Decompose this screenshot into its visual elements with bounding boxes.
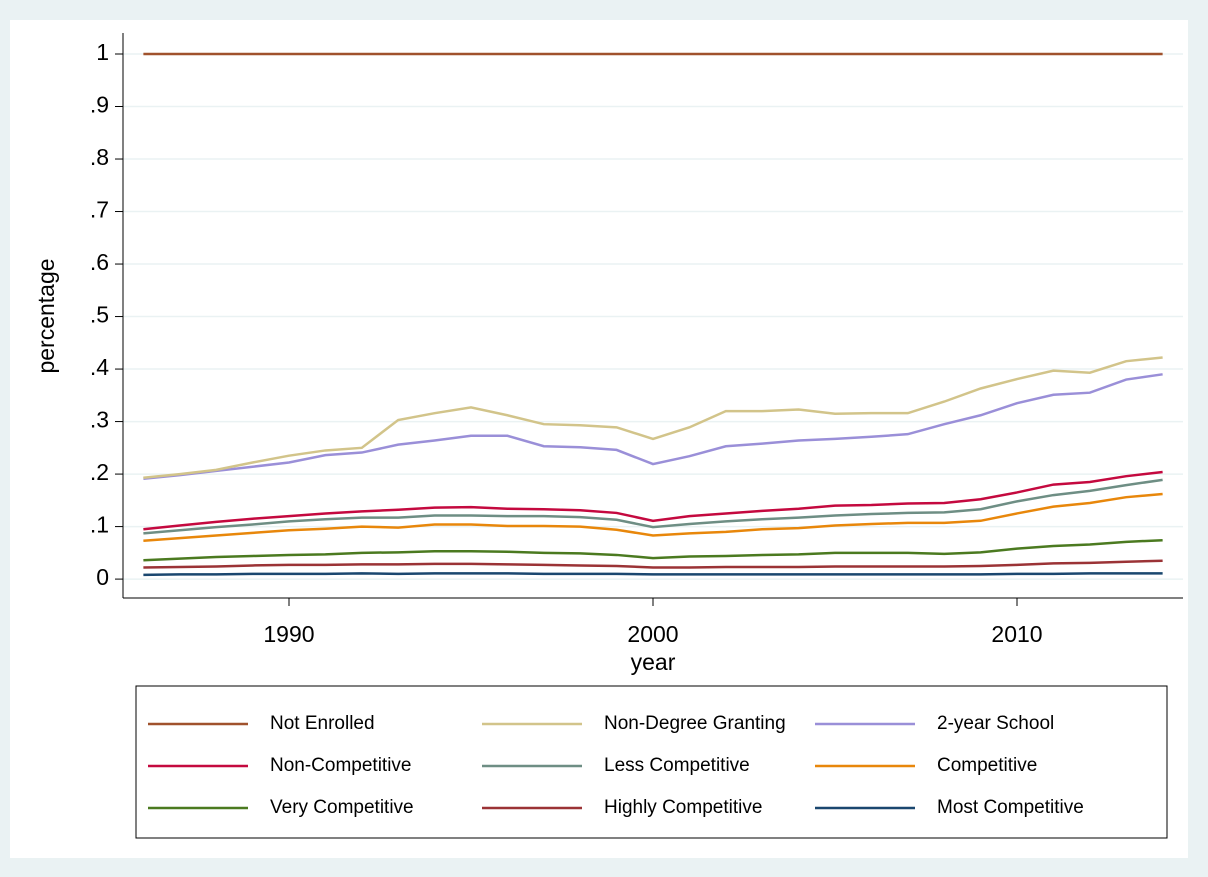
legend-box: [135, 685, 1168, 839]
legend-label: Most Competitive: [937, 797, 1084, 818]
y-tick-label: .7: [90, 197, 109, 223]
y-tick-label: 0: [96, 564, 109, 590]
line-series: [143, 356, 1163, 479]
line-series: [143, 572, 1163, 577]
x-tick-label: 2000: [627, 621, 678, 647]
legend-label: Not Enrolled: [270, 713, 375, 734]
x-axis-title: year: [631, 649, 676, 675]
y-axis-title: percentage: [33, 258, 59, 373]
line-series: [143, 559, 1163, 569]
line-series: [143, 373, 1163, 481]
legend-label: Less Competitive: [604, 755, 750, 776]
legend-label: Very Competitive: [270, 797, 414, 818]
y-tick-label: .3: [90, 407, 109, 433]
y-tick-label: .4: [90, 354, 109, 380]
x-tick-label: 2010: [991, 621, 1042, 647]
line-series: [143, 538, 1163, 562]
y-tick-label: 1: [96, 39, 109, 65]
y-tick-label: .2: [90, 459, 109, 485]
y-tick-label: .9: [90, 92, 109, 118]
legend-label: Competitive: [937, 755, 1037, 776]
y-tick-label: .6: [90, 249, 109, 275]
y-tick-label: .8: [90, 144, 109, 170]
x-tick-label: 1990: [263, 621, 314, 647]
y-tick-label: .1: [90, 512, 109, 538]
line-series: [143, 478, 1163, 535]
line-series: [143, 470, 1163, 531]
legend-label: 2-year School: [937, 713, 1054, 734]
legend-label: Highly Competitive: [604, 797, 762, 818]
line-series: [143, 492, 1163, 543]
legend-label: Non-Competitive: [270, 755, 412, 776]
y-tick-label: .5: [90, 302, 109, 328]
legend-label: Non-Degree Granting: [604, 713, 786, 734]
